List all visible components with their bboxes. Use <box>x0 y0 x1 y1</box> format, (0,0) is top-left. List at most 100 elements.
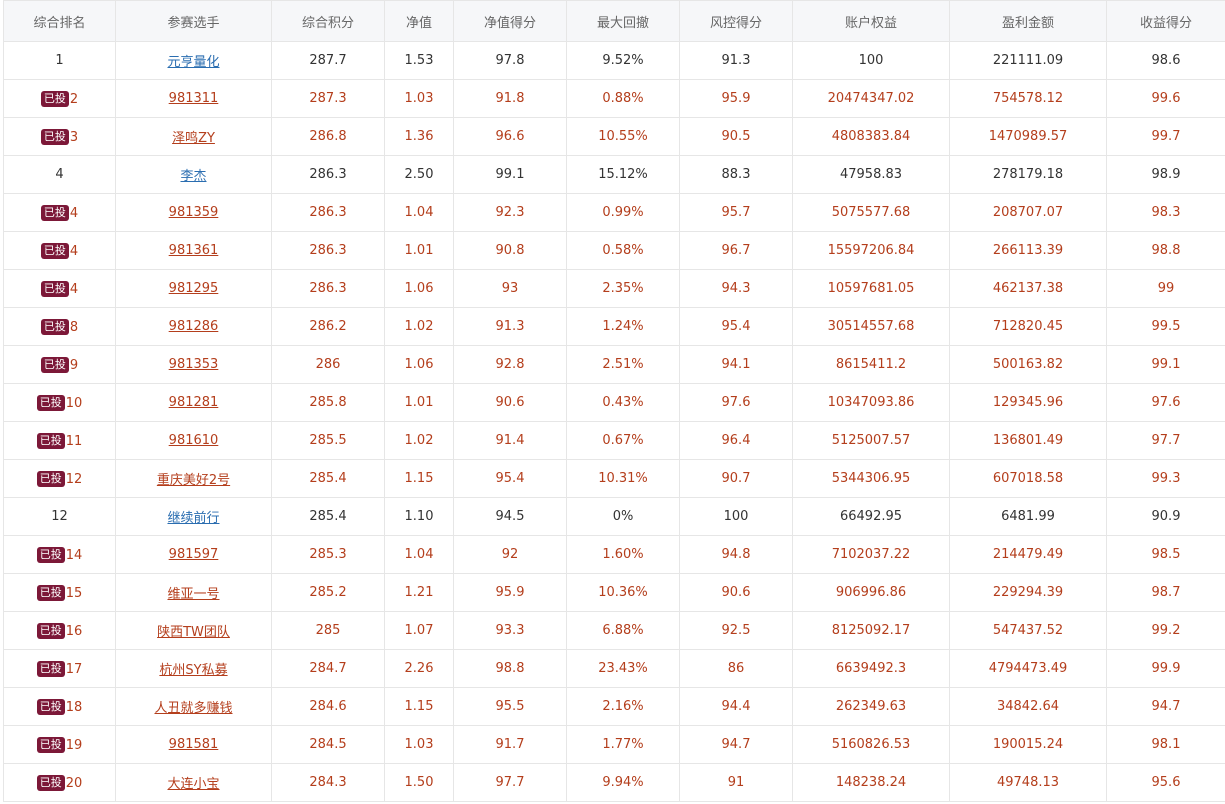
nav-cell: 1.04 <box>384 193 454 232</box>
total-score-cell: 284.5 <box>271 725 385 764</box>
header-player[interactable]: 参赛选手 <box>115 0 272 42</box>
player-link[interactable]: 981610 <box>168 433 219 448</box>
player-link[interactable]: 981581 <box>168 737 219 752</box>
player-link[interactable]: 981359 <box>168 205 219 220</box>
player-link[interactable]: 大连小宝 <box>167 777 220 792</box>
invested-badge: 已投 <box>36 546 65 563</box>
max-drawdown-cell: 6.88% <box>566 611 680 650</box>
risk-score-cell: 90.6 <box>679 573 793 612</box>
header-equity[interactable]: 账户权益 <box>792 0 950 42</box>
profit-cell: 500163.82 <box>949 345 1107 384</box>
player-link[interactable]: 981295 <box>168 281 219 296</box>
header-nav-score[interactable]: 净值得分 <box>453 0 567 42</box>
profit-cell: 136801.49 <box>949 421 1107 460</box>
rank-value: 19 <box>65 737 83 753</box>
risk-score-cell: 100 <box>679 497 793 536</box>
header-rank[interactable]: 综合排名 <box>3 0 116 42</box>
player-link[interactable]: 981311 <box>168 91 219 106</box>
return-score-cell: 95.6 <box>1106 763 1225 802</box>
invested-badge: 已投 <box>40 128 69 145</box>
rank-value: 14 <box>65 547 83 563</box>
rank-cell: 已投 19 <box>3 725 116 764</box>
player-cell: 981359 <box>115 193 272 232</box>
header-nav[interactable]: 净值 <box>384 0 454 42</box>
nav-score-cell: 95.5 <box>453 687 567 726</box>
player-cell: 维亚一号 <box>115 573 272 612</box>
invested-badge: 已投 <box>36 736 65 753</box>
player-link[interactable]: 981597 <box>168 547 219 562</box>
invested-badge: 已投 <box>40 318 69 335</box>
nav-score-cell: 90.6 <box>453 383 567 422</box>
header-profit[interactable]: 盈利金额 <box>949 0 1107 42</box>
max-drawdown-cell: 0.67% <box>566 421 680 460</box>
profit-cell: 221111.09 <box>949 41 1107 80</box>
return-score-cell: 98.1 <box>1106 725 1225 764</box>
header-risk-score[interactable]: 风控得分 <box>679 0 793 42</box>
header-max-drawdown[interactable]: 最大回撤 <box>566 0 680 42</box>
player-link[interactable]: 人丑就多赚钱 <box>154 701 233 716</box>
header-return-score[interactable]: 收益得分 <box>1106 0 1225 42</box>
rank-cell: 已投 12 <box>3 459 116 498</box>
rank-value: 9 <box>69 357 79 373</box>
risk-score-cell: 90.5 <box>679 117 793 156</box>
header-total-score[interactable]: 综合积分 <box>271 0 385 42</box>
risk-score-cell: 96.7 <box>679 231 793 270</box>
profit-cell: 754578.12 <box>949 79 1107 118</box>
return-score-cell: 94.7 <box>1106 687 1225 726</box>
total-score-cell: 285.2 <box>271 573 385 612</box>
player-link[interactable]: 继续前行 <box>167 511 220 526</box>
table-row: 已投 4 981295 286.3 1.06 93 2.35% 94.3 10597681.05… <box>3 269 1225 308</box>
total-score-cell: 286 <box>271 345 385 384</box>
player-link[interactable]: 维亚一号 <box>167 587 220 602</box>
player-link[interactable]: 李杰 <box>180 169 207 184</box>
profit-cell: 214479.49 <box>949 535 1107 574</box>
player-cell: 继续前行 <box>115 497 272 536</box>
return-score-cell: 98.3 <box>1106 193 1225 232</box>
player-cell: 李杰 <box>115 155 272 194</box>
equity-cell: 4808383.84 <box>792 117 950 156</box>
nav-score-cell: 99.1 <box>453 155 567 194</box>
table-body: 1 元亨量化 287.7 1.53 97.8 9.52% 91.3 100 221111.09 9… <box>3 41 1225 802</box>
player-link[interactable]: 981353 <box>168 357 219 372</box>
equity-cell: 20474347.02 <box>792 79 950 118</box>
player-cell: 陕西TW团队 <box>115 611 272 650</box>
risk-score-cell: 94.1 <box>679 345 793 384</box>
total-score-cell: 285 <box>271 611 385 650</box>
nav-cell: 1.07 <box>384 611 454 650</box>
player-cell: 981286 <box>115 307 272 346</box>
player-link[interactable]: 泽鸣ZY <box>172 131 215 146</box>
return-score-cell: 97.7 <box>1106 421 1225 460</box>
table-row: 已投 11 981610 285.5 1.02 91.4 0.67% 96.4 5125007.… <box>3 421 1225 460</box>
rank-cell: 已投 9 <box>3 345 116 384</box>
invested-badge: 已投 <box>36 584 65 601</box>
rank-cell: 已投 2 <box>3 79 116 118</box>
nav-score-cell: 91.3 <box>453 307 567 346</box>
rank-value: 4 <box>55 167 64 182</box>
nav-cell: 1.50 <box>384 763 454 802</box>
nav-score-cell: 95.9 <box>453 573 567 612</box>
invested-badge: 已投 <box>40 280 69 297</box>
player-link[interactable]: 981361 <box>168 243 219 258</box>
rank-value: 10 <box>65 395 83 411</box>
player-cell: 元亨量化 <box>115 41 272 80</box>
equity-cell: 10347093.86 <box>792 383 950 422</box>
invested-badge: 已投 <box>36 394 65 411</box>
player-cell: 981353 <box>115 345 272 384</box>
nav-score-cell: 98.8 <box>453 649 567 688</box>
player-link[interactable]: 元亨量化 <box>167 55 220 70</box>
return-score-cell: 99.5 <box>1106 307 1225 346</box>
player-link[interactable]: 981286 <box>168 319 219 334</box>
nav-score-cell: 97.8 <box>453 41 567 80</box>
player-link[interactable]: 杭州SY私募 <box>159 663 228 678</box>
invested-badge: 已投 <box>40 90 69 107</box>
profit-cell: 607018.58 <box>949 459 1107 498</box>
nav-cell: 1.15 <box>384 687 454 726</box>
profit-cell: 712820.45 <box>949 307 1107 346</box>
player-link[interactable]: 981281 <box>168 395 219 410</box>
player-cell: 981581 <box>115 725 272 764</box>
max-drawdown-cell: 23.43% <box>566 649 680 688</box>
nav-score-cell: 94.5 <box>453 497 567 536</box>
player-link[interactable]: 陕西TW团队 <box>157 625 230 640</box>
player-link[interactable]: 重庆美好2号 <box>156 473 231 488</box>
player-cell: 981311 <box>115 79 272 118</box>
